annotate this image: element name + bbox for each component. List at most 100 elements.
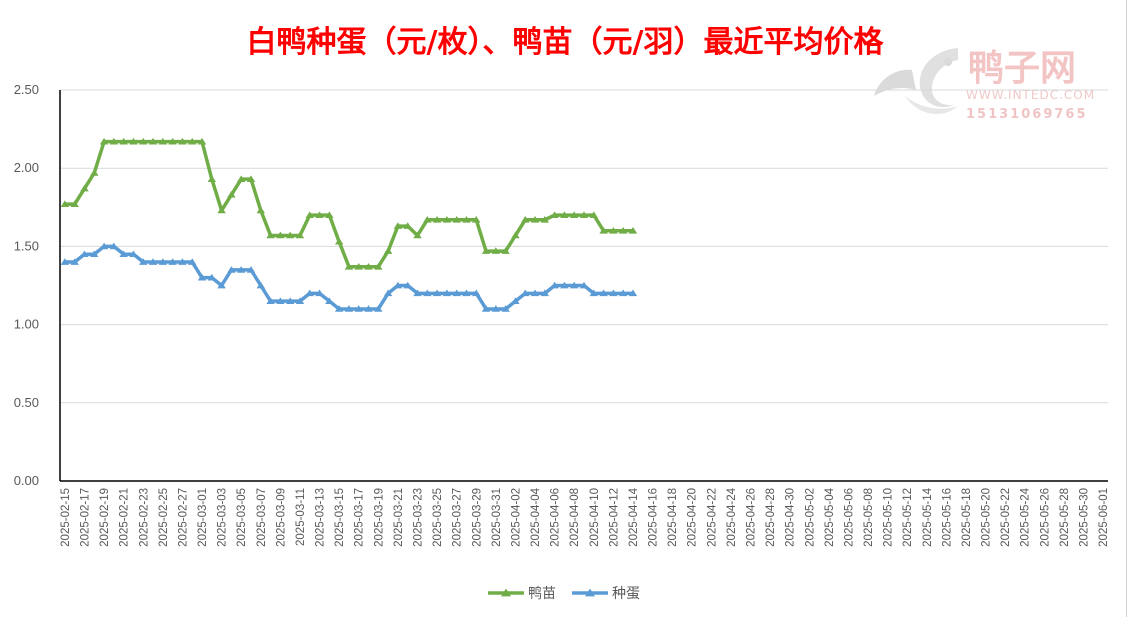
x-tick-label: 2025-06-01 bbox=[1098, 488, 1110, 547]
data-point bbox=[364, 262, 373, 270]
data-point bbox=[570, 211, 579, 218]
data-point bbox=[423, 289, 432, 297]
data-point bbox=[413, 231, 422, 239]
x-tick-label: 2025-04-06 bbox=[550, 488, 562, 547]
x-tick-label: 2025-03-15 bbox=[334, 488, 346, 547]
x-tick-label: 2025-03-23 bbox=[412, 488, 424, 547]
data-point bbox=[246, 175, 256, 182]
x-tick-label: 2025-04-18 bbox=[667, 488, 679, 547]
x-tick-label: 2025-03-13 bbox=[315, 488, 327, 547]
y-tick-label: 1.00 bbox=[14, 317, 39, 332]
data-point bbox=[530, 216, 540, 223]
watermark-phone: 15131069765 bbox=[966, 107, 1088, 122]
y-tick-label: 0.50 bbox=[14, 395, 39, 410]
data-point bbox=[256, 281, 265, 289]
data-point bbox=[472, 289, 481, 297]
data-point bbox=[236, 266, 246, 273]
x-tick-label: 2025-04-14 bbox=[628, 487, 640, 546]
data-point bbox=[540, 289, 550, 297]
data-point bbox=[393, 281, 403, 289]
data-point bbox=[178, 258, 187, 265]
data-point bbox=[511, 297, 520, 304]
x-tick-label: 2025-03-21 bbox=[393, 488, 405, 547]
data-point bbox=[188, 137, 197, 145]
data-point bbox=[305, 289, 314, 297]
data-point bbox=[207, 175, 217, 182]
data-point bbox=[236, 175, 246, 182]
data-point bbox=[266, 231, 275, 239]
data-point bbox=[521, 216, 530, 223]
data-point bbox=[178, 137, 187, 145]
y-tick-label: 2.00 bbox=[14, 160, 39, 175]
data-point bbox=[432, 289, 442, 297]
data-point bbox=[354, 305, 363, 312]
x-tick-label: 2025-05-20 bbox=[981, 488, 993, 547]
data-point bbox=[158, 137, 168, 145]
series-line bbox=[64, 139, 633, 269]
data-point bbox=[315, 289, 324, 297]
x-tick-label: 2025-03-01 bbox=[197, 488, 209, 547]
x-tick-label: 2025-02-19 bbox=[99, 488, 111, 547]
data-point bbox=[628, 226, 638, 234]
data-point bbox=[530, 289, 540, 297]
x-tick-label: 2025-02-17 bbox=[79, 488, 91, 547]
data-point bbox=[403, 281, 412, 289]
data-point bbox=[197, 137, 207, 145]
y-tick-label: 0.00 bbox=[14, 473, 39, 488]
x-tick-label: 2025-03-25 bbox=[432, 488, 444, 547]
x-tick-label: 2025-05-18 bbox=[961, 488, 973, 547]
data-point bbox=[207, 273, 217, 281]
series-lines bbox=[60, 137, 638, 312]
series-0 bbox=[60, 137, 638, 270]
series-1 bbox=[60, 242, 638, 312]
y-tick-label: 2.50 bbox=[14, 82, 39, 97]
data-point bbox=[618, 289, 628, 297]
data-point bbox=[295, 231, 305, 239]
duck-logo-icon bbox=[874, 48, 958, 115]
x-tick-label: 2025-03-19 bbox=[373, 488, 385, 547]
data-point bbox=[452, 289, 461, 297]
legend-marker bbox=[585, 588, 595, 597]
watermark-url: WWW.INTEDC.COM bbox=[966, 88, 1095, 102]
legend-item: 种蛋 bbox=[572, 586, 640, 602]
data-point bbox=[481, 247, 491, 254]
x-tick-label: 2025-05-22 bbox=[1000, 488, 1012, 547]
data-point bbox=[325, 297, 334, 304]
data-point bbox=[364, 305, 373, 312]
x-tick-label: 2025-04-10 bbox=[589, 488, 601, 547]
data-point bbox=[374, 262, 383, 270]
x-tick-labels: 2025-02-15 2025-02-17 2025-02-19 2025-02-21… bbox=[60, 487, 1110, 546]
x-tick-label: 2025-05-06 bbox=[843, 488, 855, 547]
data-point bbox=[305, 211, 314, 218]
x-tick-label: 2025-04-30 bbox=[785, 488, 797, 547]
data-point bbox=[80, 184, 89, 192]
data-point bbox=[119, 137, 128, 145]
data-point bbox=[599, 289, 608, 297]
x-tick-label: 2025-05-26 bbox=[1039, 488, 1051, 547]
y-tick-label: 1.50 bbox=[14, 238, 39, 253]
data-point bbox=[540, 216, 550, 223]
data-point bbox=[80, 250, 89, 258]
data-point bbox=[452, 216, 461, 223]
x-tick-label: 2025-05-28 bbox=[1059, 488, 1071, 547]
data-point bbox=[129, 137, 138, 145]
data-point bbox=[491, 247, 501, 254]
data-point bbox=[383, 247, 393, 254]
data-point bbox=[325, 211, 334, 218]
data-point bbox=[599, 226, 608, 234]
data-point bbox=[589, 211, 598, 218]
data-point bbox=[217, 281, 226, 289]
data-point bbox=[60, 200, 70, 208]
x-tick-label: 2025-03-17 bbox=[354, 488, 366, 547]
legend-item: 鸭苗 bbox=[488, 586, 556, 602]
x-tick-label: 2025-05-10 bbox=[883, 488, 895, 547]
data-point bbox=[560, 281, 569, 289]
legend: 鸭苗 种蛋 bbox=[488, 586, 640, 602]
data-point bbox=[511, 231, 520, 239]
data-point bbox=[442, 216, 452, 223]
data-point bbox=[550, 281, 559, 289]
data-point bbox=[354, 262, 363, 270]
x-tick-label: 2025-04-16 bbox=[648, 488, 660, 547]
